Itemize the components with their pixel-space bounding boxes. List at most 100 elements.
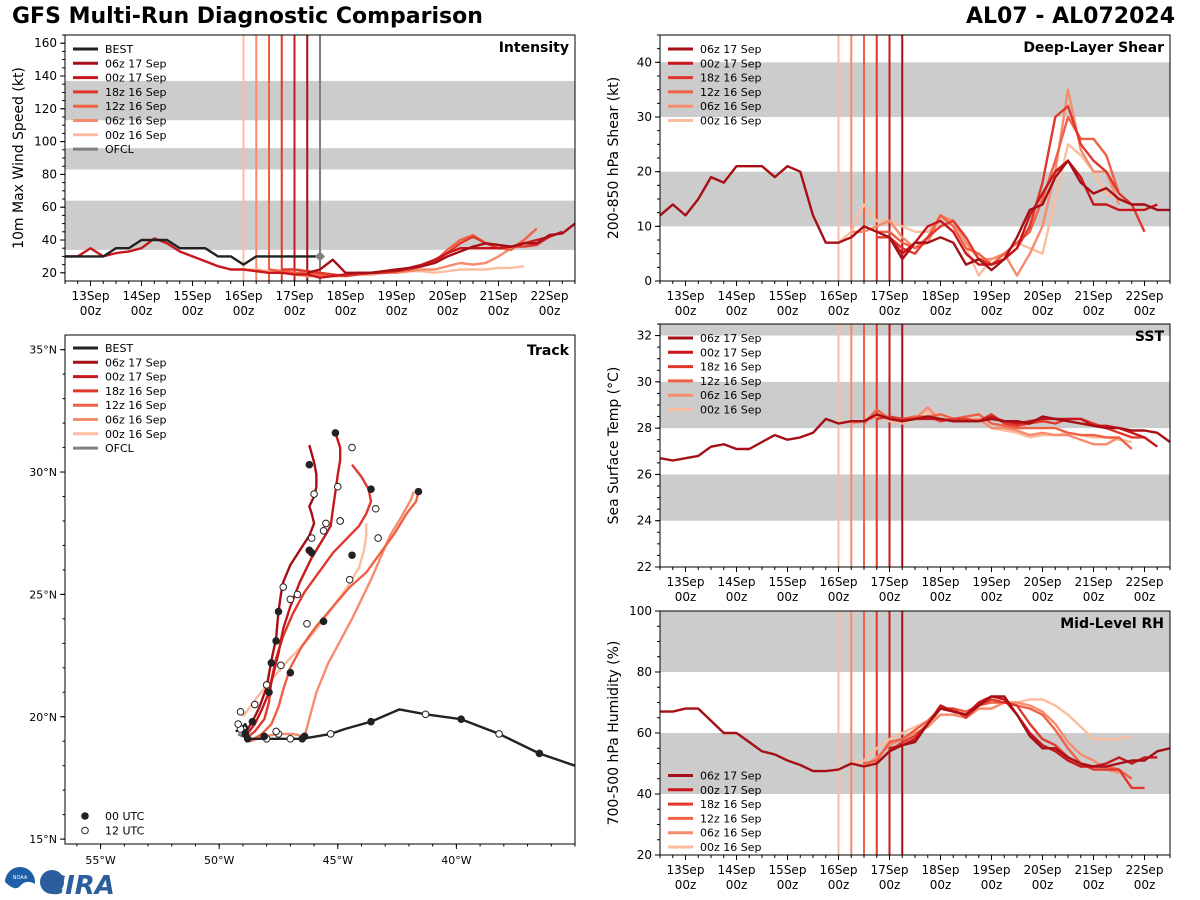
panel-intensity: 2040608010012014016013Sep00z14Sep00z15Se…	[11, 34, 576, 318]
intensity-series-00z-17-sep	[65, 230, 563, 279]
sst-ylabel: Sea Surface Temp (°C)	[606, 367, 622, 525]
track-marker-12utc	[272, 727, 280, 736]
rh-ytick-label: 60	[637, 726, 652, 740]
track-marker-legend-label: 00 UTC	[105, 810, 145, 823]
rh-series-06z-17-sep	[660, 695, 1170, 773]
shear-xtick-label: 16Sep	[820, 289, 858, 303]
intensity-legend-label: 18z 16 Sep	[105, 86, 167, 99]
track-marker-legend-label: 12 UTC	[105, 825, 145, 838]
shear-legend-label: 18z 16 Sep	[700, 72, 762, 85]
track-marker-00utc	[367, 717, 375, 726]
track-legend-label: 06z 16 Sep	[105, 414, 167, 427]
noaa-logo: NOAA	[5, 867, 35, 900]
sst-xtick-label: 00z	[726, 590, 748, 604]
rh-legend-label: 00z 16 Sep	[700, 841, 762, 854]
rh-xtick-label: 00z	[777, 878, 799, 892]
track-marker-12utc	[322, 519, 330, 528]
track-series-00z-17-sep	[244, 432, 342, 738]
track-marker-12utc	[333, 482, 342, 491]
track-ytick-label: 35°N	[29, 344, 57, 357]
rh-xtick-label: 00z	[828, 878, 850, 892]
rh-band-1	[660, 611, 1170, 672]
intensity-xtick-label: 00z	[488, 304, 510, 318]
sst-xtick-label: 00z	[828, 590, 850, 604]
track-legend-label: 06z 17 Sep	[105, 356, 167, 369]
rh-ylabel: 700-500 hPa Humidity (%)	[606, 641, 622, 826]
intensity-xtick-label: 00z	[182, 304, 204, 318]
track-marker-12utc	[421, 710, 430, 719]
track-marker-12utc	[307, 534, 316, 542]
panel-sst: 22242628303213Sep00z14Sep00z15Sep00z16Se…	[606, 323, 1171, 604]
track-marker-legend-symbol	[81, 812, 89, 820]
track-marker-00utc	[457, 715, 465, 723]
intensity-ytick-label: 120	[34, 102, 57, 116]
rh-xtick-label: 20Sep	[1024, 863, 1062, 877]
intensity-xtick-label: 00z	[131, 304, 153, 318]
intensity-ytick-label: 100	[34, 135, 57, 149]
track-series-12z-16-sep	[249, 491, 420, 743]
shear-ytick-label: 40	[637, 55, 652, 69]
intensity-xtick-label: 17Sep	[276, 289, 314, 303]
shear-ytick-label: 10	[637, 219, 652, 233]
track-legend-label: 00z 16 Sep	[105, 428, 167, 441]
track-marker-00utc	[300, 732, 309, 741]
sst-xtick-label: 00z	[675, 590, 697, 604]
sst-legend-label: 06z 16 Sep	[700, 389, 762, 402]
sst-band-0	[660, 474, 1170, 521]
track-ytick-label: 20°N	[29, 711, 57, 724]
sst-xtick-label: 00z	[1134, 590, 1156, 604]
track-series-00z-16-sep	[241, 523, 368, 718]
track-ytick-label: 30°N	[29, 466, 57, 479]
sst-legend-label: 12z 16 Sep	[700, 375, 762, 388]
track-marker-00utc	[305, 460, 314, 469]
cira-logo-globe	[40, 870, 64, 894]
track-marker-12utc	[277, 661, 285, 670]
sst-xtick-label: 00z	[879, 590, 901, 604]
rh-xtick-label: 00z	[879, 878, 901, 892]
shear-ylabel: 200-850 hPa Shear (kt)	[606, 77, 622, 239]
track-marker-12utc	[286, 734, 295, 743]
track-marker-12utc	[236, 708, 245, 716]
track-marker-12utc	[293, 590, 302, 599]
intensity-legend-label: 12z 16 Sep	[105, 100, 167, 113]
sst-xtick-label: 18Sep	[922, 575, 960, 589]
track-series-06z-16-sep	[249, 491, 415, 743]
shear-plot-area	[660, 35, 1170, 281]
rh-xtick-label: 00z	[1134, 878, 1156, 892]
intensity-xtick-label: 20Sep	[429, 289, 467, 303]
shear-ytick-label: 20	[637, 165, 652, 179]
intensity-xtick-label: 00z	[335, 304, 357, 318]
noaa-logo-wave	[5, 881, 35, 900]
track-ytick-label: 15°N	[29, 833, 57, 846]
rh-xtick-label: 00z	[930, 878, 952, 892]
track-marker-00utc	[260, 732, 269, 741]
intensity-xtick-label: 21Sep	[480, 289, 518, 303]
sst-xtick-label: 20Sep	[1024, 575, 1062, 589]
track-marker-00utc	[348, 551, 356, 560]
cira-logo: CIRA	[40, 870, 115, 900]
shear-legend-label: 00z 17 Sep	[700, 57, 762, 70]
cira-logo-text: CIRA	[46, 871, 115, 900]
rh-legend-label: 12z 16 Sep	[700, 812, 762, 825]
intensity-xtick-label: 18Sep	[327, 289, 365, 303]
shear-xtick-label: 20Sep	[1024, 289, 1062, 303]
track-legend-label: 00z 17 Sep	[105, 371, 167, 384]
rh-xtick-label: 18Sep	[922, 863, 960, 877]
track-frame	[64, 334, 576, 845]
logos: NOAA CIRA	[5, 867, 115, 900]
shear-xtick-label: 15Sep	[769, 289, 807, 303]
intensity-ytick-label: 60	[42, 200, 57, 214]
intensity-xtick-label: 00z	[437, 304, 459, 318]
track-marker-00utc	[286, 668, 295, 677]
shear-xtick-label: 19Sep	[973, 289, 1011, 303]
track-marker-12utc	[234, 720, 242, 728]
track-marker-legend-symbol	[81, 826, 89, 835]
rh-xtick-label: 00z	[726, 878, 748, 892]
shear-legend-label: 00z 16 Sep	[700, 115, 762, 128]
track-marker-00utc	[319, 617, 328, 626]
track-xtick-label: 40°W	[441, 854, 471, 867]
rh-xtick-label: 17Sep	[871, 863, 909, 877]
track-marker-00utc	[331, 429, 340, 437]
track-marker-12utc	[371, 504, 380, 513]
sst-xtick-label: 00z	[1083, 590, 1105, 604]
